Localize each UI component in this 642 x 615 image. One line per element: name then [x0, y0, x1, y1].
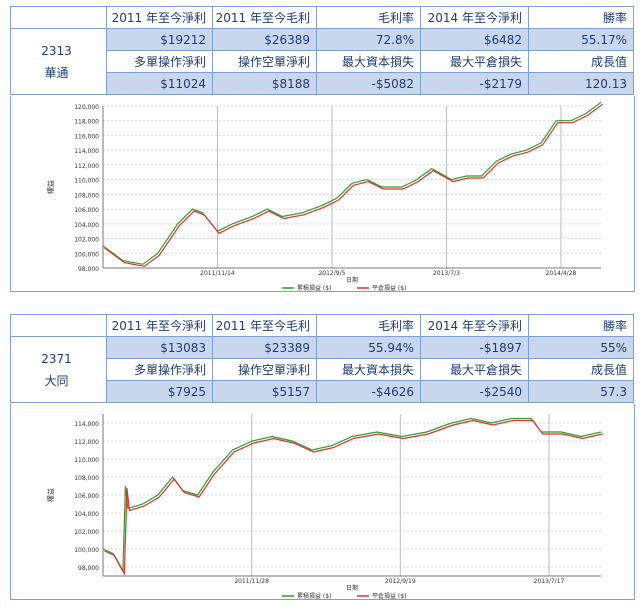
value-cell: $8188	[212, 72, 317, 95]
value-cell: $6482	[420, 28, 529, 51]
legend-label-closed: 平倉損益 ($)	[372, 284, 406, 291]
legend-label-cumulative: 累積損益 ($)	[297, 592, 331, 599]
y-tick-label: 102,000	[74, 237, 99, 244]
y-tick-label: 110,000	[74, 457, 99, 464]
y-tick-label: 108,000	[74, 192, 99, 199]
header-cell: 操作空單淨利	[212, 50, 317, 73]
value-cell: $13083	[106, 336, 213, 359]
stock-name: 華通	[44, 65, 69, 80]
legend-label-closed: 平倉損益 ($)	[372, 592, 406, 599]
value-cell: -$2179	[420, 72, 529, 95]
stats-table-1: 2011 年至今淨利 2011 年至今毛利 毛利率 2014 年至今淨利 勝率 …	[10, 6, 634, 95]
x-tick-label: 2013/7/3	[433, 270, 460, 277]
header-cell: 2014 年至今淨利	[420, 314, 529, 337]
header-cell: 最大平倉損失	[420, 50, 529, 73]
y-tick-label: 114,000	[74, 148, 99, 155]
value-cell: 120.13	[528, 72, 634, 95]
y-tick-label: 110,000	[74, 178, 99, 185]
value-cell: 72.8%	[316, 28, 421, 51]
header-cell: 最大資本損失	[316, 50, 421, 73]
y-tick-label: 104,000	[74, 511, 99, 518]
value-cell: $19212	[106, 28, 213, 51]
corner-cell	[10, 314, 107, 337]
header-cell: 多單操作淨利	[106, 358, 213, 381]
x-tick-label: 2012/9/5	[318, 270, 345, 277]
y-tick-label: 118,000	[74, 119, 99, 126]
stock-code: 2371	[41, 351, 72, 366]
header-cell: 最大平倉損失	[420, 358, 529, 381]
series-line-cumulative	[102, 101, 602, 265]
y-tick-label: 112,000	[74, 439, 99, 446]
header-cell: 2011 年至今淨利	[106, 6, 213, 29]
value-cell: $7925	[106, 380, 213, 403]
value-cell: 55.94%	[316, 336, 421, 359]
header-cell: 成長值	[528, 50, 634, 73]
header-cell: 勝率	[528, 314, 634, 337]
y-tick-label: 106,000	[74, 207, 99, 214]
header-cell: 2014 年至今淨利	[420, 6, 529, 29]
x-axis-label: 日期	[346, 584, 358, 592]
stock-name: 大同	[44, 373, 69, 388]
value-cell: 57.3	[528, 380, 634, 403]
x-tick-label: 2014/4/28	[546, 270, 577, 277]
value-cell: -$5082	[316, 72, 421, 95]
header-cell: 最大資本損失	[316, 358, 421, 381]
y-tick-label: 116,000	[74, 133, 99, 140]
value-cell: -$1897	[420, 336, 529, 359]
value-cell: 55%	[528, 336, 634, 359]
stock-code: 2313	[41, 43, 72, 58]
y-tick-label: 98,000	[78, 266, 99, 273]
x-tick-label: 2011/11/14	[200, 270, 235, 277]
y-tick-label: 100,000	[74, 251, 99, 258]
y-tick-label: 120,000	[74, 104, 99, 111]
series-line-cumulative	[102, 417, 602, 574]
header-cell: 毛利率	[316, 6, 421, 29]
y-tick-label: 102,000	[74, 529, 99, 536]
chart-cell-2: 98,000 100,000 102,000 104,000 106,000 108,00…	[10, 404, 635, 600]
series-line-closed	[104, 419, 603, 576]
y-tick-label: 112,000	[74, 163, 99, 170]
value-cell: $5157	[212, 380, 317, 403]
stock-id-cell: 2371 大同	[10, 336, 107, 403]
header-cell: 成長值	[528, 358, 634, 381]
chart-cell-1: 98,000 100,000 102,000 104,000 106,000 108,00…	[10, 96, 635, 292]
equity-chart-1: 98,000 100,000 102,000 104,000 106,000 108,00…	[46, 101, 603, 292]
x-tick-label: 2012/9/19	[385, 578, 416, 585]
y-tick-label: 108,000	[74, 475, 99, 482]
legend-label-cumulative: 累積損益 ($)	[297, 284, 331, 291]
x-axis-label: 日期	[346, 276, 358, 284]
header-cell: 操作空單淨利	[212, 358, 317, 381]
y-tick-label: 104,000	[74, 222, 99, 229]
header-cell: 多單操作淨利	[106, 50, 213, 73]
y-axis-label: 權益	[46, 180, 55, 194]
header-cell: 2011 年至今淨利	[106, 314, 213, 337]
y-axis-label: 權益	[46, 488, 55, 502]
y-tick-label: 106,000	[74, 493, 99, 500]
x-tick-label: 2013/7/17	[534, 578, 565, 585]
y-tick-label: 100,000	[74, 547, 99, 554]
value-cell: 55.17%	[528, 28, 634, 51]
equity-chart-2: 98,000 100,000 102,000 104,000 106,000 108,00…	[46, 414, 603, 600]
stock-id-cell: 2313 華通	[10, 28, 107, 95]
value-cell: $23389	[212, 336, 317, 359]
y-tick-label: 114,000	[74, 421, 99, 428]
stock-block-2: 2011 年至今淨利 2011 年至今毛利 毛利率 2014 年至今淨利 勝率 …	[10, 314, 634, 403]
stats-table-2: 2011 年至今淨利 2011 年至今毛利 毛利率 2014 年至今淨利 勝率 …	[10, 314, 634, 403]
value-cell: $26389	[212, 28, 317, 51]
header-cell: 2011 年至今毛利	[212, 6, 317, 29]
corner-cell	[10, 6, 107, 29]
header-cell: 勝率	[528, 6, 634, 29]
header-cell: 毛利率	[316, 314, 421, 337]
x-tick-label: 2011/11/28	[234, 578, 269, 585]
value-cell: $11024	[106, 72, 213, 95]
stock-block-1: 2011 年至今淨利 2011 年至今毛利 毛利率 2014 年至今淨利 勝率 …	[10, 6, 634, 95]
y-tick-label: 98,000	[78, 565, 99, 572]
series-line-closed	[104, 103, 603, 267]
value-cell: -$2540	[420, 380, 529, 403]
header-cell: 2011 年至今毛利	[212, 314, 317, 337]
value-cell: -$4626	[316, 380, 421, 403]
